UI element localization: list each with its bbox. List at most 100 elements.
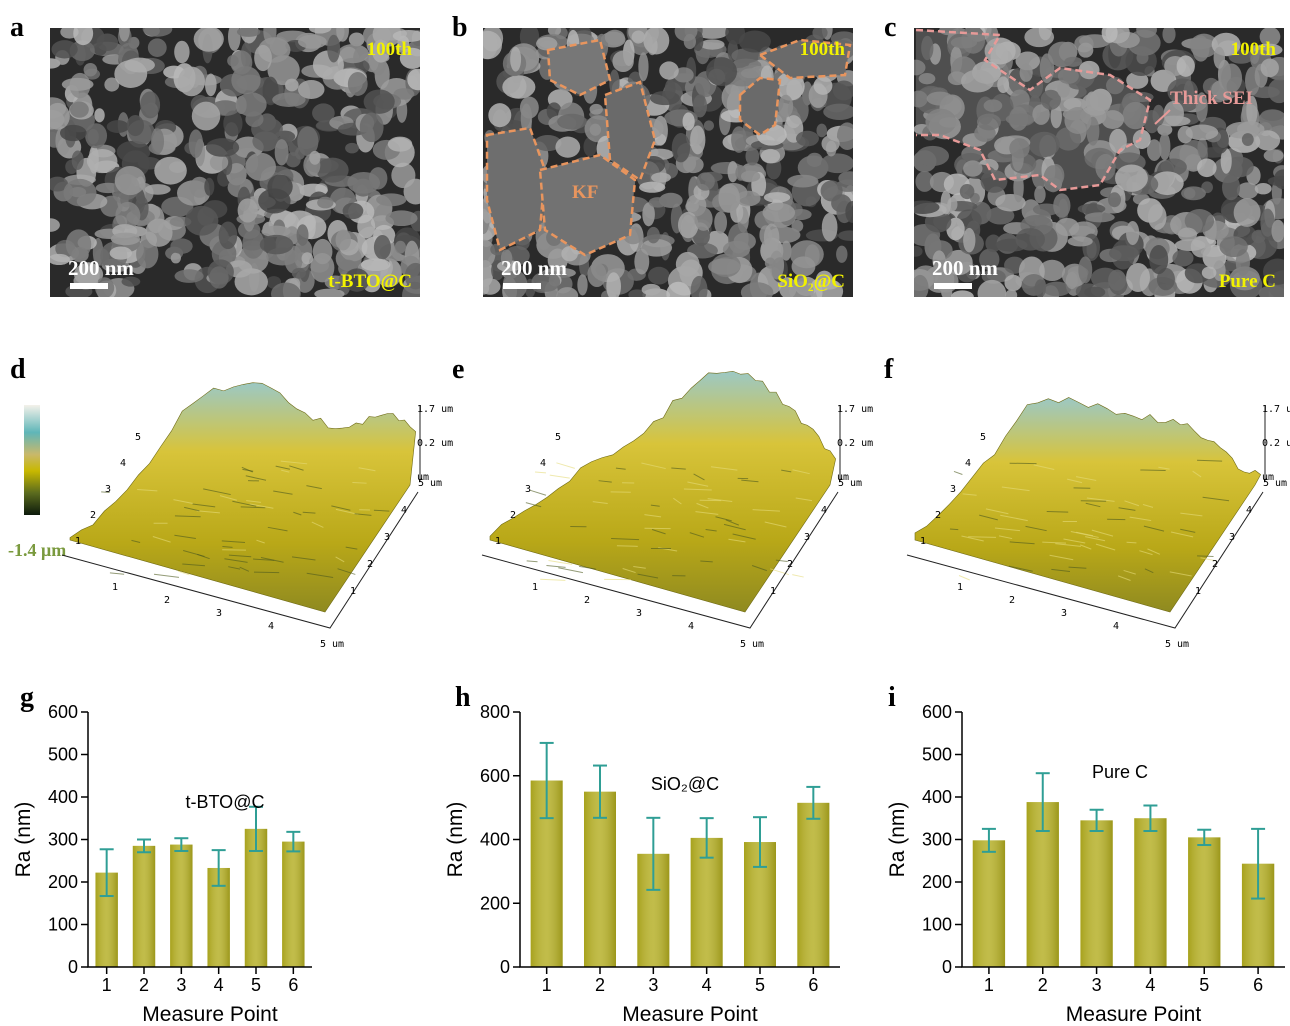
particle	[259, 234, 294, 255]
particle	[312, 103, 335, 123]
afm-texture	[1142, 503, 1154, 508]
afm-texture	[1129, 516, 1152, 522]
afm-texture	[131, 539, 141, 543]
afm-texture	[1197, 555, 1214, 557]
particle	[312, 238, 333, 265]
particle	[1009, 138, 1030, 159]
afm-y-label: 5 um	[838, 478, 862, 489]
afm-texture	[558, 567, 584, 574]
sem-image: 100th 200 nm SiO₂@C	[483, 28, 853, 297]
afm-texture	[331, 505, 351, 511]
particle	[142, 28, 173, 37]
panel-letter: f	[884, 354, 894, 385]
afm-texture	[1200, 557, 1217, 562]
afm-left-label: 1	[495, 536, 501, 547]
particle	[583, 136, 597, 157]
particle	[606, 272, 621, 297]
arrow	[1154, 109, 1171, 125]
particle	[150, 128, 165, 155]
particle	[1078, 42, 1094, 58]
error-bar	[981, 827, 996, 853]
afm-surface	[69, 382, 416, 613]
particle	[1150, 171, 1184, 196]
particle	[631, 30, 646, 44]
particle	[63, 178, 97, 207]
particle	[1081, 92, 1111, 116]
afm-z-label: um	[1262, 472, 1274, 483]
particle	[769, 250, 785, 280]
particle	[399, 47, 420, 69]
afm-texture	[1147, 548, 1161, 555]
particle	[745, 147, 760, 166]
particle	[914, 200, 940, 215]
afm-texture	[1025, 525, 1047, 532]
particle	[821, 135, 840, 153]
x-tick-label: 2	[595, 975, 605, 995]
bar-shade	[282, 841, 305, 967]
particle	[914, 59, 926, 76]
particle	[228, 28, 241, 51]
particle	[1136, 28, 1157, 38]
particle	[1271, 219, 1284, 243]
particle	[683, 156, 704, 174]
kf-region	[538, 153, 637, 257]
particle	[690, 125, 706, 155]
afm-texture	[979, 514, 998, 521]
afm-texture	[1085, 502, 1101, 508]
particle	[147, 38, 167, 58]
particle	[1101, 28, 1118, 43]
particle	[1042, 281, 1072, 297]
y-tick-label: 300	[48, 830, 78, 850]
particle	[821, 212, 838, 242]
panel-letter: b	[452, 12, 468, 43]
afm-texture	[1001, 486, 1030, 492]
afm-texture	[958, 575, 970, 581]
afm-texture	[1076, 531, 1094, 537]
particle	[483, 30, 502, 60]
panel-letter: i	[888, 682, 896, 713]
particle	[641, 283, 661, 296]
particle	[959, 184, 975, 200]
panel-letter: a	[10, 12, 24, 43]
kf-region	[603, 80, 657, 182]
particle	[500, 249, 513, 268]
particle	[981, 269, 1006, 284]
particle	[1236, 182, 1259, 200]
error-bar	[1251, 827, 1266, 900]
afm-texture	[219, 495, 237, 501]
afm-texture	[174, 534, 196, 540]
afm-texture	[196, 510, 220, 514]
afm-texture	[153, 573, 180, 578]
particle	[184, 205, 219, 236]
particle	[1255, 130, 1281, 151]
afm-texture	[354, 513, 372, 516]
x-tick-label: 2	[1038, 975, 1048, 995]
y-axis-title: Ra (nm)	[12, 802, 35, 878]
afm-texture	[256, 539, 265, 544]
afm-texture	[671, 467, 686, 470]
y-tick-label: 200	[48, 872, 78, 892]
kf-region	[757, 38, 852, 80]
afm-texture	[1000, 514, 1028, 522]
particle	[696, 172, 715, 191]
afm-left-label: 2	[510, 510, 516, 521]
error-bar	[99, 848, 114, 898]
afm-texture	[306, 572, 334, 579]
particle	[1032, 104, 1050, 125]
afm-left-label: 1	[75, 536, 81, 547]
particle	[61, 77, 94, 91]
particle	[86, 148, 118, 174]
scale-bar-label: 200 nm	[68, 256, 134, 280]
afm-texture	[302, 511, 316, 514]
afm-texture	[1144, 568, 1154, 574]
error-bar	[137, 838, 151, 854]
particle	[638, 52, 649, 82]
particle	[1095, 153, 1116, 181]
colorbar-min: -1.4 μm	[8, 540, 66, 560]
particle	[209, 266, 229, 289]
particle	[342, 202, 364, 220]
particle	[950, 290, 974, 297]
x-tick-label: 5	[1199, 975, 1209, 995]
particle	[50, 176, 69, 192]
